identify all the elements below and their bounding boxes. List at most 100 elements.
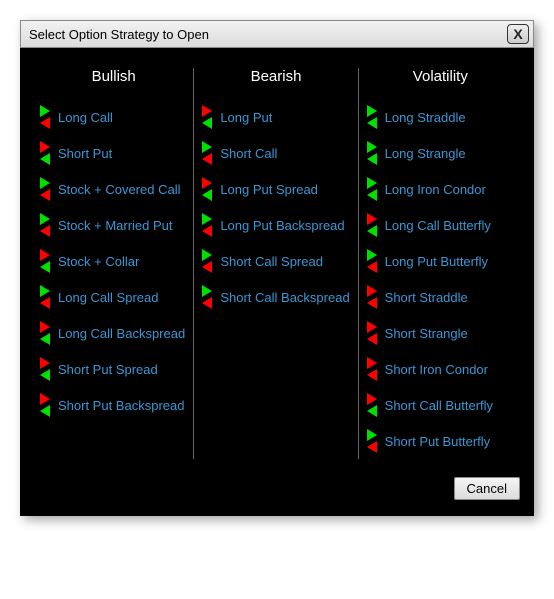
strategy-label: Long Call Butterfly [385, 218, 491, 233]
strategy-icon [38, 393, 52, 417]
strategy-icon-wrap [365, 141, 379, 165]
strategy-icon [200, 141, 214, 165]
strategy-item[interactable]: Short Straddle [365, 279, 516, 315]
strategy-icon [38, 213, 52, 237]
strategy-icon-wrap [365, 213, 379, 237]
strategy-item[interactable]: Long Put Butterfly [365, 243, 516, 279]
column-bullish: Bullish Long CallShort PutStock + Covere… [38, 68, 193, 459]
strategy-label: Long Straddle [385, 110, 466, 125]
strategy-item[interactable]: Short Call Spread [200, 243, 351, 279]
column-bearish: Bearish Long Put Short Call Long Put Sprea… [193, 68, 358, 459]
strategy-label: Long Call Backspread [58, 326, 185, 341]
strategy-label: Stock + Covered Call [58, 182, 180, 197]
strategy-icon [365, 249, 379, 273]
strategy-icon-wrap [38, 141, 52, 165]
strategy-icon-wrap [38, 249, 52, 273]
strategy-icon [200, 177, 214, 201]
strategy-icon-wrap [38, 105, 52, 129]
column-header: Bearish [200, 68, 351, 85]
strategy-icon-wrap [38, 357, 52, 381]
strategy-dialog: Select Option Strategy to Open X Bullish… [20, 20, 534, 516]
strategy-label: Short Put Butterfly [385, 434, 491, 449]
strategy-label: Long Iron Condor [385, 182, 486, 197]
strategy-label: Short Call Butterfly [385, 398, 493, 413]
strategy-item[interactable]: Long Put Spread [200, 171, 351, 207]
strategy-icon-wrap [365, 285, 379, 309]
strategy-label: Short Call Spread [220, 254, 323, 269]
strategy-icon-wrap [200, 213, 214, 237]
strategy-label: Long Put [220, 110, 272, 125]
strategy-item[interactable]: Long Put [200, 99, 351, 135]
strategy-icon [200, 213, 214, 237]
strategy-icon-wrap [38, 321, 52, 345]
strategy-item[interactable]: Short Put Spread [38, 351, 189, 387]
strategy-label: Short Call [220, 146, 277, 161]
strategy-item[interactable]: Short Strangle [365, 315, 516, 351]
strategy-label: Short Put [58, 146, 112, 161]
strategy-label: Stock + Collar [58, 254, 139, 269]
strategy-item[interactable]: Long Iron Condor [365, 171, 516, 207]
strategy-icon [38, 177, 52, 201]
strategy-icon-wrap [38, 213, 52, 237]
content-area: Bullish Long CallShort PutStock + Covere… [20, 48, 534, 469]
column-items: Long Call Short Put Stock + Covered Call St… [38, 99, 189, 423]
strategy-icon [38, 321, 52, 345]
strategy-item[interactable]: Short Iron Condor [365, 351, 516, 387]
strategy-icon [365, 285, 379, 309]
strategy-icon [38, 357, 52, 381]
strategy-item[interactable]: Stock + Covered Call [38, 171, 189, 207]
strategy-icon [365, 393, 379, 417]
strategy-item[interactable]: Short Put Butterfly [365, 423, 516, 459]
strategy-icon-wrap [365, 249, 379, 273]
strategy-icon [200, 285, 214, 309]
column-items: Long Put Short Call Long Put Spread Long Pu… [200, 99, 351, 315]
cancel-button[interactable]: Cancel [454, 477, 520, 500]
strategy-item[interactable]: Long Call [38, 99, 189, 135]
strategy-icon [365, 321, 379, 345]
strategy-icon-wrap [38, 177, 52, 201]
strategy-label: Short Iron Condor [385, 362, 488, 377]
strategy-icon [200, 249, 214, 273]
strategy-item[interactable]: Short Put Backspread [38, 387, 189, 423]
strategy-label: Short Straddle [385, 290, 468, 305]
column-volatility: Volatility Long StraddleLong StrangleLon… [359, 68, 516, 459]
strategy-item[interactable]: Stock + Collar [38, 243, 189, 279]
strategy-item[interactable]: Long Call Butterfly [365, 207, 516, 243]
strategy-label: Long Put Spread [220, 182, 318, 197]
footer: Cancel [20, 469, 534, 516]
window-title: Select Option Strategy to Open [29, 27, 209, 42]
strategy-icon [38, 249, 52, 273]
strategy-label: Long Call [58, 110, 113, 125]
strategy-icon [365, 105, 379, 129]
strategy-icon-wrap [200, 249, 214, 273]
strategy-icon-wrap [365, 357, 379, 381]
strategy-icon [38, 141, 52, 165]
strategy-icon [365, 177, 379, 201]
strategy-icon-wrap [200, 285, 214, 309]
strategy-item[interactable]: Short Put [38, 135, 189, 171]
strategy-label: Short Strangle [385, 326, 468, 341]
strategy-item[interactable]: Long Put Backspread [200, 207, 351, 243]
strategy-label: Long Strangle [385, 146, 466, 161]
strategy-label: Short Call Backspread [220, 290, 349, 305]
strategy-item[interactable]: Short Call Butterfly [365, 387, 516, 423]
strategy-icon-wrap [200, 141, 214, 165]
strategy-icon [365, 357, 379, 381]
strategy-item[interactable]: Long Call Spread [38, 279, 189, 315]
close-button[interactable]: X [507, 24, 529, 44]
strategy-icon [38, 285, 52, 309]
strategy-icon-wrap [365, 321, 379, 345]
strategy-item[interactable]: Long Strangle [365, 135, 516, 171]
strategy-item[interactable]: Short Call Backspread [200, 279, 351, 315]
strategy-icon-wrap [38, 285, 52, 309]
strategy-label: Short Put Spread [58, 362, 158, 377]
titlebar: Select Option Strategy to Open X [20, 20, 534, 48]
strategy-item[interactable]: Stock + Married Put [38, 207, 189, 243]
strategy-icon-wrap [38, 393, 52, 417]
strategy-item[interactable]: Short Call [200, 135, 351, 171]
strategy-icon [365, 141, 379, 165]
strategy-icon [365, 213, 379, 237]
strategy-item[interactable]: Long Straddle [365, 99, 516, 135]
strategy-icon [200, 105, 214, 129]
strategy-item[interactable]: Long Call Backspread [38, 315, 189, 351]
